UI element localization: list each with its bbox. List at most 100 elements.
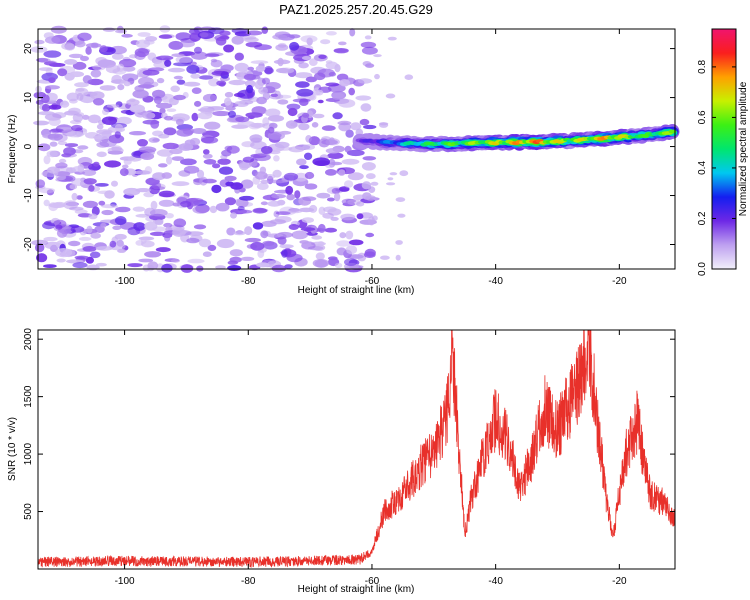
noise-blob [107,146,124,155]
noise-blob [72,262,88,269]
noise-blob [344,258,358,266]
noise-blob [363,251,376,258]
noise-blob [234,62,249,72]
noise-blob [265,108,281,117]
noise-blob [71,192,78,201]
noise-blob [76,195,83,200]
noise-blob [361,181,372,190]
noise-blob [114,233,127,240]
noise-blob [147,52,157,61]
noise-blob [208,78,220,87]
noise-blob [138,146,157,153]
noise-blob [301,217,314,224]
noise-blob [37,143,51,152]
noise-blob [158,199,175,207]
noise-blob [279,130,292,135]
noise-blob [318,54,327,60]
noise-blob [311,122,319,128]
noise-blob [312,258,330,268]
noise-blob [304,171,315,180]
noise-blob [304,152,313,160]
noise-blob [325,60,333,64]
noise-blob [239,195,255,201]
noise-blob [101,209,114,216]
noise-blob [159,107,166,115]
noise-blob [260,201,268,206]
noise-blob [227,260,238,265]
noise-blob [317,99,324,104]
noise-blob [183,165,200,174]
noise-blob [102,27,116,32]
noise-blob [161,263,173,273]
noise-blob [224,91,234,98]
noise-blob [189,137,201,146]
noise-blob [336,240,351,247]
noise-blob [317,223,326,233]
noise-blob [327,256,338,261]
noise-blob [86,225,93,234]
figure-title: PAZ1.2025.257.20.45.G29 [279,2,433,17]
noise-blob [31,239,49,246]
noise-blob [373,54,382,58]
noise-blob [83,178,97,185]
noise-blob [277,57,284,67]
noise-blob [43,264,57,268]
y-tick-label: 10 [23,92,34,104]
noise-blob [348,239,364,246]
noise-blob [333,48,349,54]
noise-blob [55,224,63,230]
noise-blob [191,112,199,122]
y-tick-label: 500 [23,503,34,520]
noise-blob [244,226,253,236]
noise-blob [64,175,76,182]
noise-blob [138,258,154,263]
noise-blob [82,246,97,252]
noise-blob [315,89,324,96]
noise-blob [129,131,146,136]
noise-blob [166,108,177,112]
noise-blob [300,227,316,232]
noise-blob [36,253,48,263]
noise-blob [176,79,186,85]
noise-blob [404,74,414,80]
noise-blob [171,181,190,187]
noise-blob [284,264,293,269]
noise-blob [158,34,173,39]
noise-blob [374,73,380,80]
noise-blob [179,40,196,48]
noise-blob [197,111,213,120]
x-tick-label: -40 [488,276,503,287]
noise-blob [273,155,280,162]
noise-blob [397,213,406,218]
noise-blob [142,69,160,76]
snr-panel: -100 -80 -60 -40 -20 500 1000 1500 2000 Height … [7,328,676,595]
noise-blob [385,93,396,99]
noise-blob [360,41,377,49]
noise-blob [43,32,54,39]
noise-blob [308,58,318,66]
noise-blob [211,184,222,194]
noise-blob [66,92,79,102]
noise-blob [126,99,140,106]
noise-blob [43,236,58,242]
noise-blob [132,89,149,99]
noise-blob [70,225,85,233]
noise-blob [50,25,67,34]
colorbar-label: Normalized spectral amplitude [738,81,749,216]
noise-blob [204,121,221,130]
noise-blob [252,153,271,162]
spectrogram-x-label: Height of straight line (km) [298,285,415,296]
snr-plot-area [38,330,675,569]
spectrogram-frame [37,28,676,270]
noise-blob [332,112,343,120]
noise-blob [234,100,246,105]
noise-blob [56,258,66,263]
noise-blob [72,61,87,70]
noise-blob [89,251,101,259]
noise-blob [95,246,114,251]
noise-blob [77,32,92,41]
noise-blob [95,262,107,267]
noise-blob [41,170,59,177]
noise-blob [72,166,84,172]
